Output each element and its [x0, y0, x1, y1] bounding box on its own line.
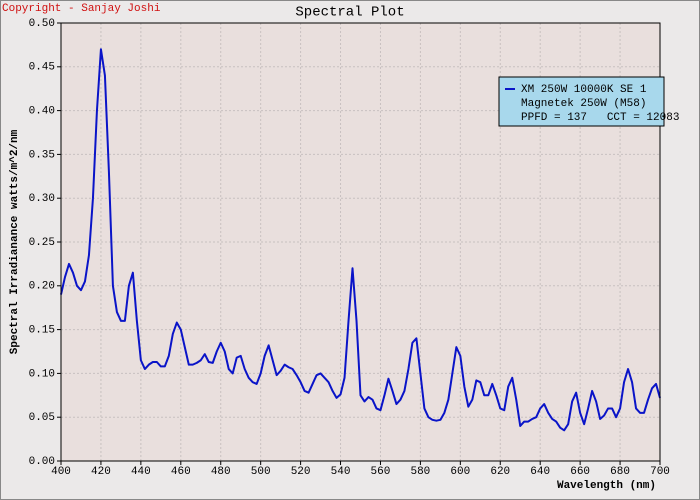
y-tick-label: 0.20	[29, 281, 55, 293]
data-line	[60, 48, 661, 432]
x-tick-label: 500	[251, 466, 271, 478]
y-axis-title: Spectral Irradianance watts/m^2/nm	[9, 129, 21, 354]
y-tick-label: 0.00	[29, 456, 55, 468]
chart-title: Spectral Plot	[295, 5, 404, 21]
y-tick-label: 0.40	[29, 106, 55, 118]
y-tick-label: 0.50	[29, 18, 55, 30]
legend-note: PPFD = 137 CCT = 12083	[521, 112, 679, 124]
y-tick-label: 0.30	[29, 193, 55, 205]
ticks: 0.00 0.05 0.10 0.15 0.20 0.25 0.30 0.35 0.40 0.45…	[29, 18, 670, 478]
legend-label: XM 250W 10000K SE 1	[521, 84, 647, 96]
y-tick-label: 0.10	[29, 368, 55, 380]
x-tick-label: 560	[371, 466, 391, 478]
copyright: Copyright - Sanjay Joshi	[2, 3, 161, 15]
x-tick-label: 440	[131, 466, 151, 478]
x-tick-label: 620	[490, 466, 510, 478]
x-tick-label: 640	[530, 466, 550, 478]
x-tick-label: 680	[610, 466, 630, 478]
y-tick-label: 0.25	[29, 237, 55, 249]
x-tick-label: 600	[450, 466, 470, 478]
legend: XM 250W 10000K SE 1 Magnetek 250W (M58) PP…	[498, 76, 679, 127]
lines	[60, 48, 661, 432]
legend-box	[498, 76, 665, 127]
x-tick-label: 420	[91, 466, 111, 478]
y-tick-label: 0.35	[29, 149, 55, 161]
x-tick-label: 540	[331, 466, 351, 478]
x-tick-label: 700	[650, 466, 670, 478]
x-tick-label: 580	[410, 466, 430, 478]
y-tick-label: 0.05	[29, 412, 55, 424]
y-tick-label: 0.15	[29, 325, 55, 337]
x-axis-title: Wavelength (nm)	[557, 480, 656, 492]
x-tick-label: 660	[570, 466, 590, 478]
x-tick-label: 480	[211, 466, 231, 478]
x-tick-label: 460	[171, 466, 191, 478]
x-tick-label: 520	[291, 466, 311, 478]
y-tick-label: 0.45	[29, 62, 55, 74]
x-tick-label: 400	[51, 466, 71, 478]
legend-note: Magnetek 250W (M58)	[521, 98, 646, 110]
